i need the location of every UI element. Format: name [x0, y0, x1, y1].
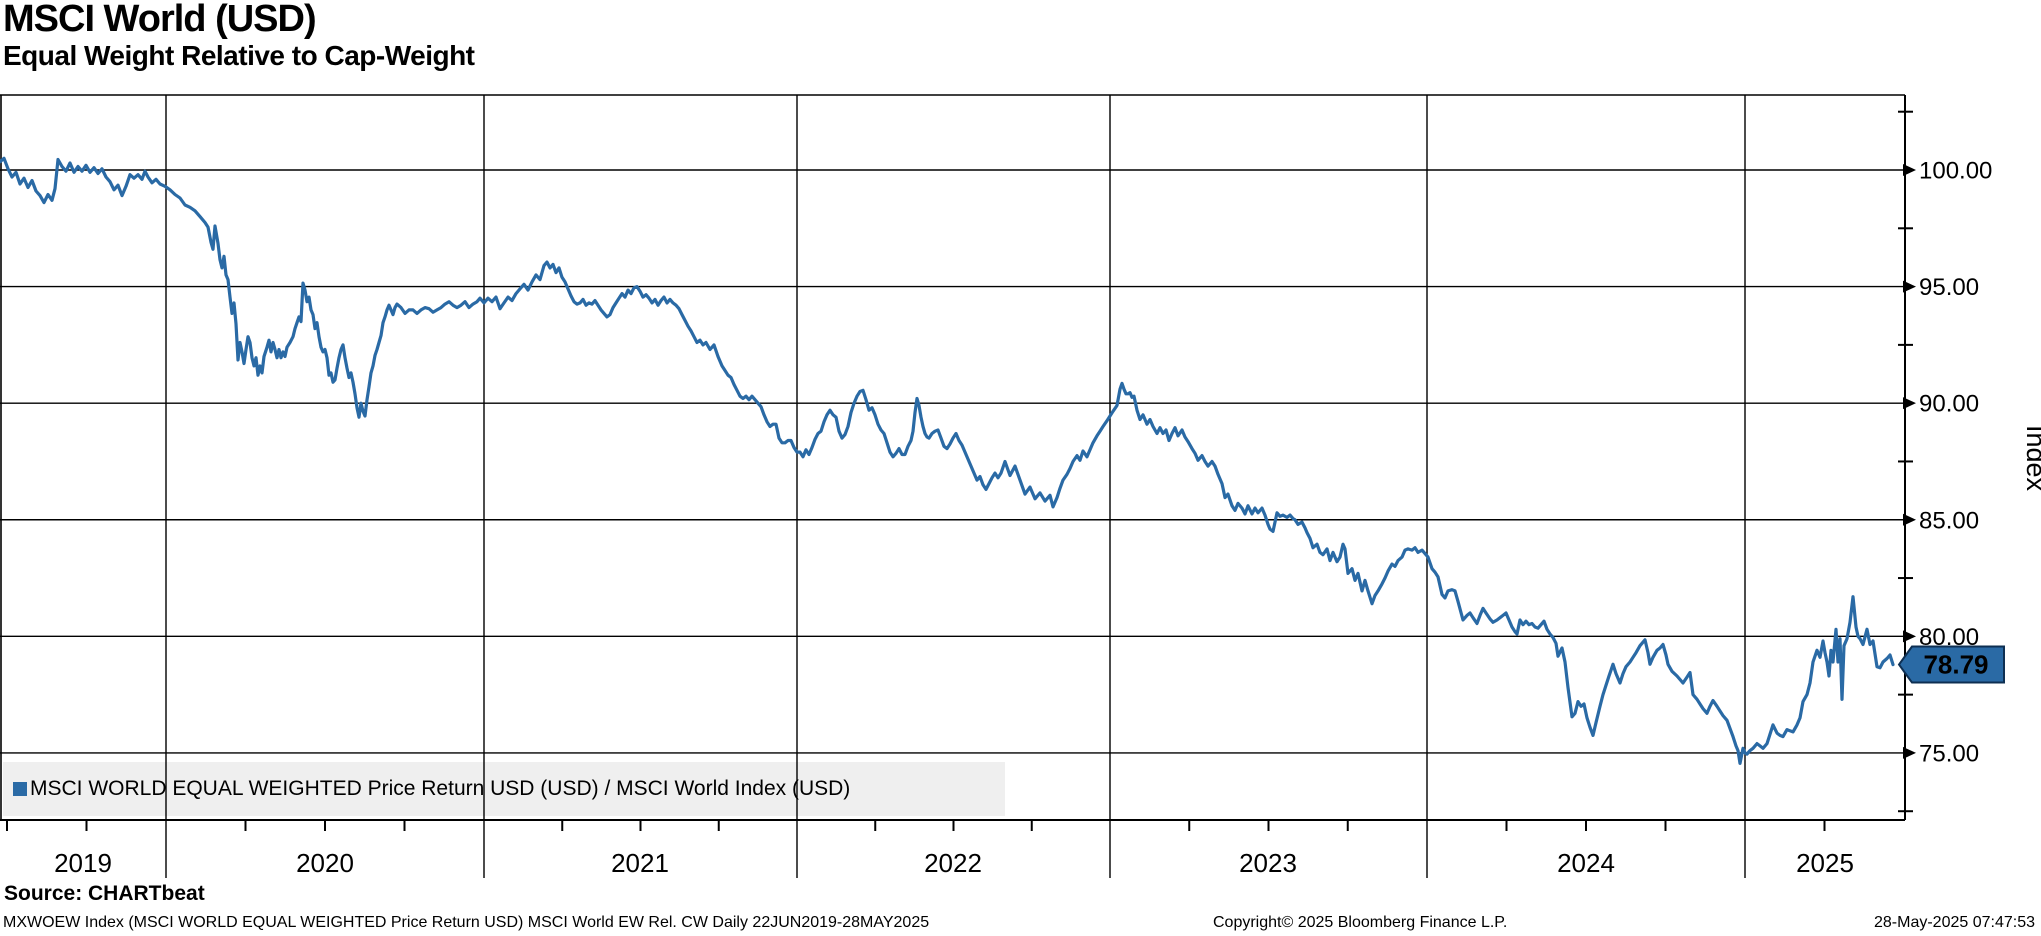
timestamp-text: 28-May-2025 07:47:53	[1874, 914, 2035, 931]
series-marker-icon	[13, 782, 27, 796]
source-label: Source: CHARTbeat	[4, 882, 205, 905]
last-price-tag	[1897, 645, 2005, 684]
y-axis-label: 85.00	[1919, 507, 1979, 534]
x-axis-year-label: 2020	[296, 848, 354, 878]
security-descriptor: MXWOEW Index (MSCI WORLD EQUAL WEIGHTED …	[3, 914, 930, 931]
y-tick-arrow-icon	[1903, 164, 1916, 176]
x-axis-year-label: 2025	[1796, 848, 1854, 878]
x-axis-year-label: 2021	[611, 848, 669, 878]
y-tick-arrow-icon	[1903, 630, 1916, 643]
price-line-series	[0, 156, 1895, 765]
y-tick-arrow-icon	[1903, 280, 1916, 293]
y-axis-label: 80.00	[1919, 624, 1979, 651]
y-tick-arrow-icon	[1903, 746, 1916, 759]
x-axis-year-label: 2024	[1557, 848, 1615, 878]
y-axis-label: 100.00	[1919, 158, 1992, 185]
legend-label: MSCI WORLD EQUAL WEIGHTED Price Return U…	[30, 777, 851, 800]
y-tick-arrow-icon	[1903, 397, 1916, 410]
y-axis-label: 75.00	[1919, 740, 1979, 767]
x-axis-year-label: 2023	[1239, 848, 1297, 878]
y-tick-arrow-icon	[1903, 513, 1916, 526]
chart-title: MSCI World (USD)	[3, 0, 317, 40]
y-axis-label: 95.00	[1919, 274, 1979, 301]
x-axis-year-label: 2019	[54, 848, 112, 878]
footer-row: MXWOEW Index (MSCI WORLD EQUAL WEIGHTED …	[0, 914, 2041, 936]
x-axis-year-label: 2022	[924, 848, 982, 878]
copyright-text: Copyright© 2025 Bloomberg Finance L.P.	[1213, 914, 1508, 931]
last-price-label: 78.79	[1923, 650, 1988, 680]
chart-subtitle: Equal Weight Relative to Cap-Weight	[3, 40, 475, 71]
legend: MSCI WORLD EQUAL WEIGHTED Price Return U…	[3, 762, 1005, 816]
y-axis-label: 90.00	[1919, 391, 1979, 418]
y-axis-title: Index	[2021, 425, 2041, 492]
